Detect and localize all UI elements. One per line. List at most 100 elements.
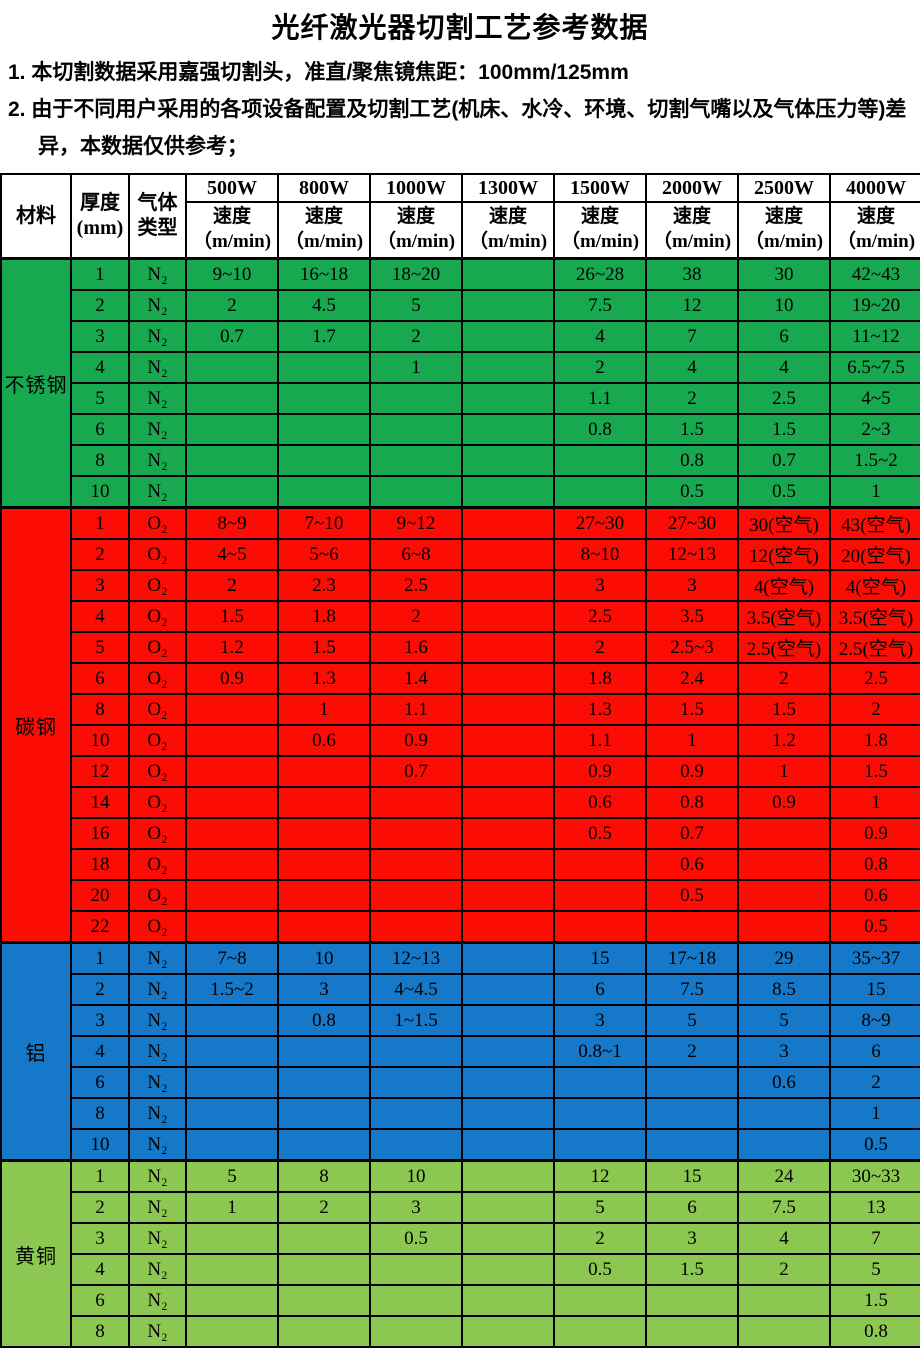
speed-cell-500w — [185, 475, 279, 509]
speed-cell-800w: 1.8 — [277, 600, 371, 633]
speed-cell-1500w: 1.8 — [553, 662, 647, 695]
speed-cell-1000w — [369, 879, 463, 912]
speed-cell-1300w — [461, 1004, 555, 1037]
speed-cell-4000w: 11~12 — [829, 320, 920, 353]
speed-cell-500w — [185, 1097, 279, 1130]
speed-cell-500w — [185, 910, 279, 944]
table-row: 4 N₂ 0.5 1.5 2 5 — [1, 1253, 920, 1286]
speed-cell-2500w — [737, 910, 831, 944]
thickness-cell: 3 — [70, 320, 130, 353]
speed-cell-4000w: 2~3 — [829, 413, 920, 446]
speed-cell-800w — [277, 1222, 371, 1255]
gas-cell: O₂ — [128, 848, 187, 881]
speed-cell-500w — [185, 382, 279, 415]
header-power-500w: 500W — [185, 173, 279, 203]
speed-cell-2500w: 2.5(空气) — [737, 631, 831, 664]
speed-cell-1000w: 1.6 — [369, 631, 463, 664]
speed-cell-1000w: 1~1.5 — [369, 1004, 463, 1037]
gas-cell: O₂ — [128, 724, 187, 757]
speed-cell-1500w: 3 — [553, 1004, 647, 1037]
header-power-2500w: 2500W — [737, 173, 831, 203]
speed-cell-1500w — [553, 879, 647, 912]
speed-cell-1500w: 8~10 — [553, 538, 647, 571]
speed-cell-800w: 2.3 — [277, 569, 371, 602]
speed-cell-4000w: 30~33 — [829, 1159, 920, 1193]
speed-cell-2000w: 1.5 — [645, 693, 739, 726]
speed-cell-800w — [277, 1253, 371, 1286]
speed-cell-500w: 1 — [185, 1191, 279, 1224]
speed-cell-2500w: 4 — [737, 1222, 831, 1255]
speed-cell-800w: 4.5 — [277, 289, 371, 322]
speed-cell-4000w: 6.5~7.5 — [829, 351, 920, 384]
speed-cell-1000w — [369, 1035, 463, 1068]
speed-cell-2000w: 12 — [645, 289, 739, 322]
table-row: 22 O₂ 0.5 — [1, 910, 920, 944]
speed-cell-1000w — [369, 848, 463, 881]
header-row-speed: 速度 （m/min) 速度 （m/min) 速度 （m/min) 速度 （m/min)… — [1, 201, 920, 260]
speed-cell-1300w — [461, 1097, 555, 1130]
page-title: 光纤激光器切割工艺参考数据 — [271, 12, 649, 43]
gas-cell: N₂ — [128, 1191, 187, 1224]
header-speed-500w: 速度 （m/min) — [185, 201, 279, 260]
gas-cell: O₂ — [128, 755, 187, 788]
speed-cell-1500w: 2.5 — [553, 600, 647, 633]
speed-cell-2500w: 12(空气) — [737, 538, 831, 571]
header-speed-1300w: 速度 （m/min) — [461, 201, 555, 260]
gas-cell: O₂ — [128, 538, 187, 571]
speed-cell-4000w: 13 — [829, 1191, 920, 1224]
speed-cell-2500w: 2.5 — [737, 382, 831, 415]
speed-cell-500w: 4~5 — [185, 538, 279, 571]
speed-cell-1500w: 3 — [553, 569, 647, 602]
table-row: 14 O₂ 0.6 0.8 0.9 1 — [1, 786, 920, 819]
speed-cell-1300w — [461, 1066, 555, 1099]
speed-cell-1000w: 6~8 — [369, 538, 463, 571]
speed-cell-800w — [277, 475, 371, 509]
speed-cell-4000w: 1 — [829, 475, 920, 509]
speed-cell-2500w: 3.5(空气) — [737, 600, 831, 633]
speed-cell-1500w: 27~30 — [553, 506, 647, 540]
speed-cell-2000w — [645, 1315, 739, 1348]
speed-cell-1000w: 0.9 — [369, 724, 463, 757]
table-body: 不锈钢 1 N₂ 9~10 16~18 18~20 26~28 38 30 42~43 2 N₂ 2 4.… — [0, 257, 920, 1348]
table-row: 3 N₂ 0.5 2 3 4 7 — [1, 1222, 920, 1255]
speed-cell-4000w: 1.5 — [829, 1284, 920, 1317]
speed-cell-500w — [185, 693, 279, 726]
speed-cell-1000w — [369, 1097, 463, 1130]
speed-cell-1000w — [369, 1315, 463, 1348]
table-row: 3 O₂ 2 2.3 2.5 3 3 4(空气) 4(空气) — [1, 569, 920, 602]
speed-cell-2000w: 0.5 — [645, 879, 739, 912]
gas-cell: N₂ — [128, 1066, 187, 1099]
speed-cell-4000w: 0.6 — [829, 879, 920, 912]
table-row: 12 O₂ 0.7 0.9 0.9 1 1.5 — [1, 755, 920, 788]
thickness-cell: 8 — [70, 693, 130, 726]
speed-cell-1500w: 7.5 — [553, 289, 647, 322]
gas-cell: O₂ — [128, 879, 187, 912]
speed-cell-1500w — [553, 1128, 647, 1162]
gas-cell: N₂ — [128, 413, 187, 446]
speed-cell-4000w: 6 — [829, 1035, 920, 1068]
material-cell: 黄铜 — [0, 1159, 72, 1348]
speed-cell-800w — [277, 1128, 371, 1162]
speed-cell-4000w: 0.9 — [829, 817, 920, 850]
speed-cell-4000w: 0.5 — [829, 1128, 920, 1162]
speed-cell-500w: 7~8 — [185, 941, 279, 975]
material-cell: 不锈钢 — [0, 257, 72, 509]
speed-cell-1000w: 0.5 — [369, 1222, 463, 1255]
speed-cell-1000w — [369, 1128, 463, 1162]
gas-cell: O₂ — [128, 631, 187, 664]
gas-cell: N₂ — [128, 1315, 187, 1348]
thickness-cell: 10 — [70, 724, 130, 757]
speed-cell-1300w — [461, 320, 555, 353]
thickness-cell: 6 — [70, 1284, 130, 1317]
cutting-data-table: 材料 厚度 (mm) 气体 类型 500W 800W 1000W 1300W 1500W 200… — [0, 173, 920, 1348]
speed-cell-1000w — [369, 475, 463, 509]
table-row: 10 O₂ 0.6 0.9 1.1 1 1.2 1.8 — [1, 724, 920, 757]
speed-cell-1500w: 0.9 — [553, 755, 647, 788]
table-row: 6 N₂ 1.5 — [1, 1284, 920, 1317]
table-row: 4 N₂ 0.8~1 2 3 6 — [1, 1035, 920, 1068]
speed-cell-1500w: 0.5 — [553, 817, 647, 850]
speed-cell-500w — [185, 444, 279, 477]
speed-cell-4000w: 0.5 — [829, 910, 920, 944]
speed-cell-800w — [277, 444, 371, 477]
table-row: 6 N₂ 0.8 1.5 1.5 2~3 — [1, 413, 920, 446]
